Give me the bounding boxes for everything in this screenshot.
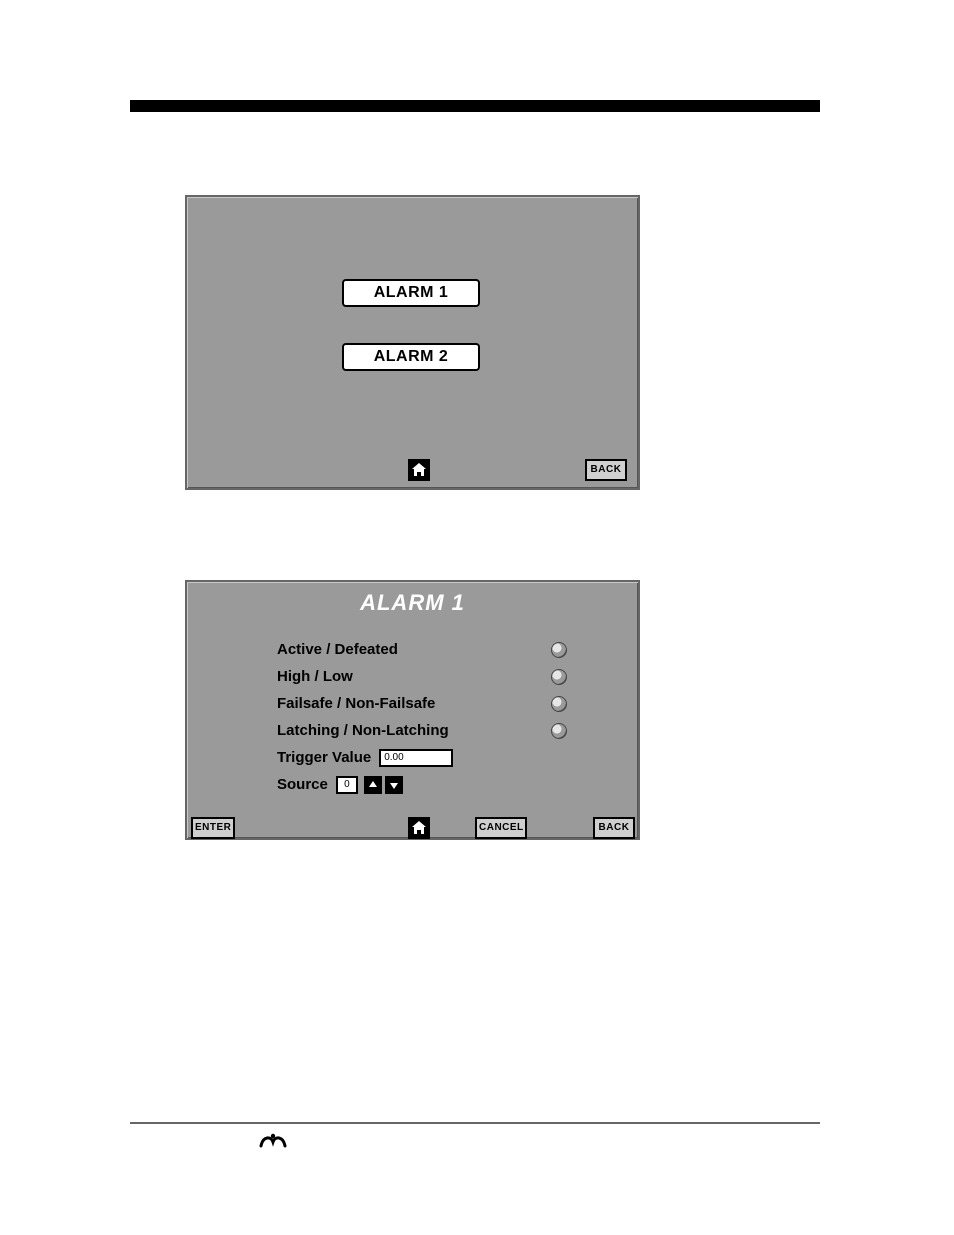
- row-source: Source 0: [277, 771, 567, 798]
- label-latching: Latching / Non-Latching: [277, 722, 543, 739]
- panel-title: ALARM 1: [187, 590, 638, 616]
- radio-high-low[interactable]: [551, 669, 567, 685]
- row-high-low: High / Low: [277, 663, 567, 690]
- source-down-button[interactable]: [385, 776, 403, 794]
- cancel-button[interactable]: CANCEL: [475, 817, 527, 839]
- home-button-2[interactable]: [408, 817, 430, 839]
- home-button[interactable]: [408, 459, 430, 481]
- trigger-value-input[interactable]: 0.00: [379, 749, 453, 767]
- alarm-2-button[interactable]: ALARM 2: [342, 343, 480, 371]
- row-trigger-value: Trigger Value 0.00: [277, 744, 567, 771]
- settings-rows: Active / Defeated High / Low Failsafe / …: [277, 636, 567, 798]
- back-button-2[interactable]: BACK: [593, 817, 635, 839]
- row-latching: Latching / Non-Latching: [277, 717, 567, 744]
- row-failsafe: Failsafe / Non-Failsafe: [277, 690, 567, 717]
- label-source: Source: [277, 776, 328, 793]
- footer-rule: [130, 1122, 820, 1124]
- source-up-button[interactable]: [364, 776, 382, 794]
- enter-button[interactable]: ENTER: [191, 817, 235, 839]
- radio-latching[interactable]: [551, 723, 567, 739]
- radio-active-defeated[interactable]: [551, 642, 567, 658]
- label-high-low: High / Low: [277, 668, 543, 685]
- header-rule: [130, 100, 820, 112]
- label-active-defeated: Active / Defeated: [277, 641, 543, 658]
- alarm-1-button[interactable]: ALARM 1: [342, 279, 480, 307]
- radio-failsafe[interactable]: [551, 696, 567, 712]
- alarm-select-panel: ALARM 1 ALARM 2 BACK: [185, 195, 640, 490]
- footer-logo-icon: [255, 1130, 291, 1152]
- source-value-box[interactable]: 0: [336, 776, 358, 794]
- page: ALARM 1 ALARM 2 BACK ALARM 1 Active / De…: [0, 0, 954, 1235]
- label-trigger-value: Trigger Value: [277, 749, 371, 766]
- alarm-1-settings-panel: ALARM 1 Active / Defeated High / Low Fai…: [185, 580, 640, 840]
- back-button[interactable]: BACK: [585, 459, 627, 481]
- row-active-defeated: Active / Defeated: [277, 636, 567, 663]
- alarm-button-group: ALARM 1 ALARM 2: [342, 279, 480, 407]
- label-failsafe: Failsafe / Non-Failsafe: [277, 695, 543, 712]
